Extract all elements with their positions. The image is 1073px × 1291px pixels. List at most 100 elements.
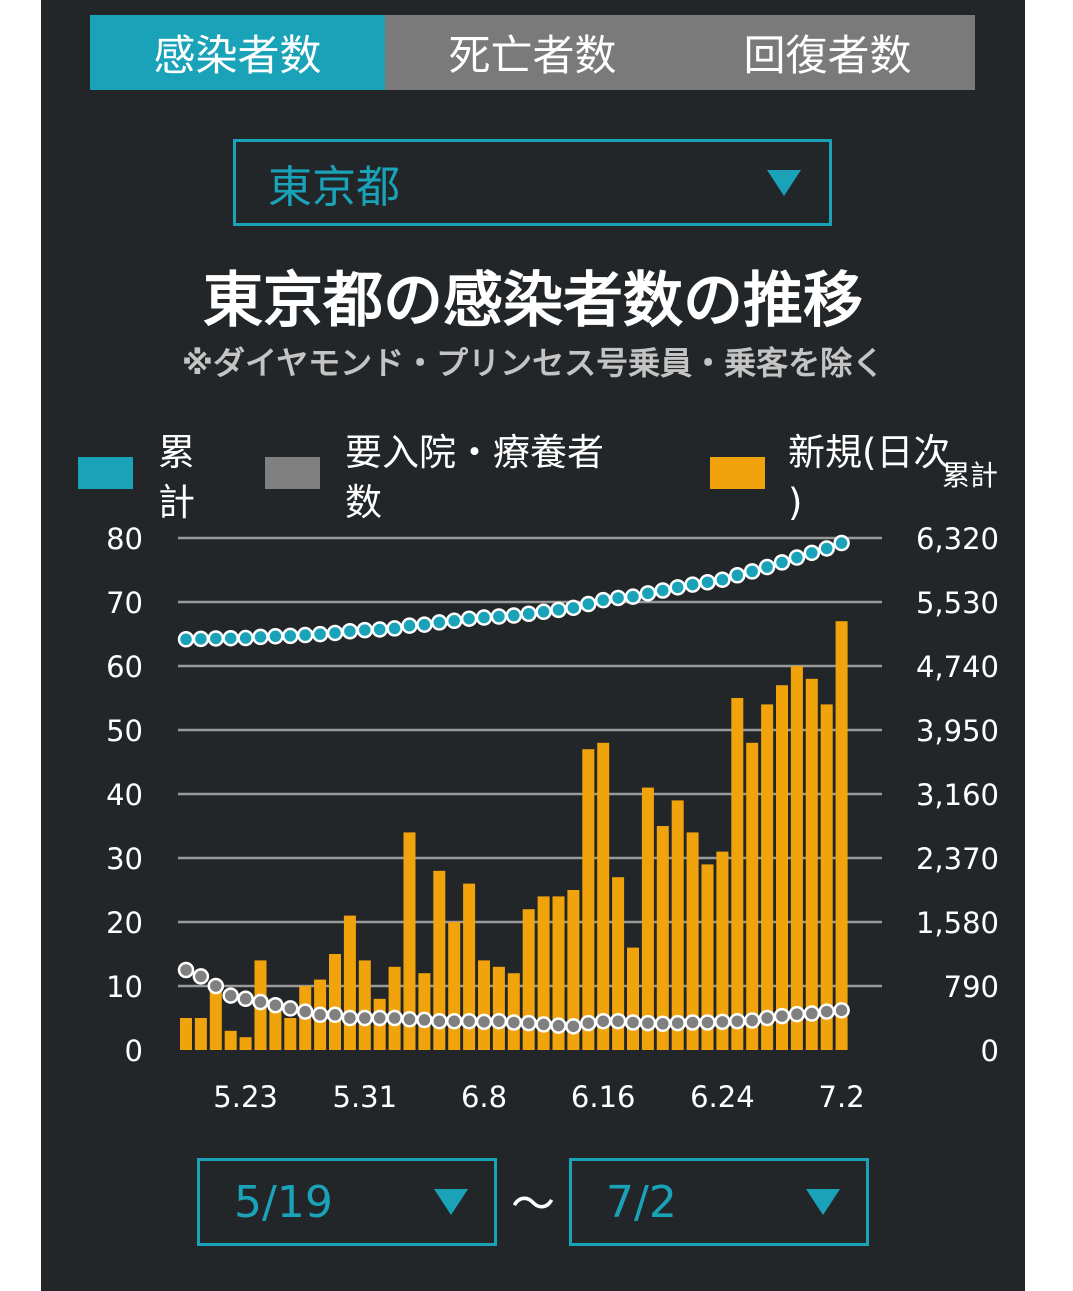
point-cumulative xyxy=(237,629,254,647)
date-from-select[interactable]: 5/19 xyxy=(197,1158,497,1246)
point-hospitalized xyxy=(296,1003,314,1020)
point-cumulative xyxy=(386,620,403,637)
point-hospitalized xyxy=(609,1012,627,1030)
x-tick-label: 6.8 xyxy=(461,1080,507,1114)
left-axis-ticks: 0 10 20 30 40 50 60 70 80 xyxy=(106,522,143,1068)
date-range-separator: 〜 xyxy=(511,1179,555,1230)
point-cumulative xyxy=(431,614,448,631)
point-cumulative xyxy=(520,605,537,622)
point-cumulative xyxy=(565,599,582,617)
bar-new-daily xyxy=(418,973,431,1050)
point-hospitalized xyxy=(356,1009,374,1027)
point-hospitalized xyxy=(505,1014,523,1031)
point-cumulative xyxy=(833,534,850,552)
tab-deaths[interactable]: 死亡者数 xyxy=(448,31,617,80)
bar-new-daily xyxy=(746,742,759,1050)
point-hospitalized xyxy=(535,1016,552,1033)
point-hospitalized xyxy=(445,1012,463,1030)
bar-new-daily xyxy=(716,851,729,1050)
point-hospitalized xyxy=(490,1012,508,1030)
bar-new-daily xyxy=(627,947,639,1050)
bar-new-daily xyxy=(582,749,595,1050)
right-tick-label: 790 xyxy=(944,970,999,1004)
bar-new-daily xyxy=(552,896,565,1050)
right-tick-label: 0 xyxy=(981,1034,999,1068)
point-hospitalized xyxy=(311,1006,329,1024)
point-cumulative xyxy=(729,567,746,584)
tab-recoveries[interactable]: 回復者数 xyxy=(743,31,912,80)
point-cumulative xyxy=(535,603,552,621)
point-cumulative xyxy=(654,582,672,599)
point-hospitalized xyxy=(833,1002,850,1019)
point-hospitalized xyxy=(684,1014,701,1031)
point-cumulative xyxy=(282,627,299,645)
point-cumulative xyxy=(267,628,284,645)
point-hospitalized xyxy=(773,1007,791,1025)
bar-new-daily xyxy=(403,832,416,1050)
bar-new-daily xyxy=(567,890,580,1050)
point-hospitalized xyxy=(520,1014,537,1032)
bar-new-daily xyxy=(448,922,461,1050)
point-hospitalized xyxy=(565,1018,582,1035)
left-tick-label: 20 xyxy=(106,906,143,940)
point-cumulative xyxy=(758,558,776,576)
bar-new-daily xyxy=(790,666,803,1050)
metric-tabs: 感染者数 死亡者数 回復者数 xyxy=(90,15,975,90)
point-hospitalized xyxy=(669,1014,686,1032)
point-hospitalized xyxy=(699,1014,716,1031)
date-to-select[interactable]: 7/2 xyxy=(569,1158,869,1246)
point-cumulative xyxy=(669,579,686,596)
point-hospitalized xyxy=(714,1013,731,1031)
point-cumulative xyxy=(743,563,761,580)
legend-label-hospitalized-line1: 要入院・療養者 xyxy=(345,431,604,474)
right-axis-label: 累計 xyxy=(942,459,998,492)
bar-new-daily xyxy=(776,685,788,1050)
bar-new-daily xyxy=(522,909,535,1050)
point-hospitalized xyxy=(475,1013,493,1031)
point-hospitalized xyxy=(177,961,195,979)
legend: 累 計 要入院・療養者 数 新規(日次 ) xyxy=(78,431,950,524)
point-cumulative xyxy=(445,612,463,630)
point-cumulative xyxy=(460,610,478,627)
bar-new-daily xyxy=(224,1030,237,1050)
bar-new-daily xyxy=(820,704,833,1050)
point-hospitalized xyxy=(267,996,284,1014)
point-hospitalized xyxy=(758,1009,776,1027)
bar-new-daily xyxy=(507,973,520,1050)
tab-infections[interactable]: 感染者数 xyxy=(90,15,385,90)
prefecture-select[interactable]: 東京都 xyxy=(233,139,832,226)
point-hospitalized xyxy=(222,987,239,1004)
right-tick-label: 4,740 xyxy=(916,650,999,684)
date-to-value: 7/2 xyxy=(606,1176,677,1228)
bar-new-daily xyxy=(537,896,550,1050)
point-cumulative xyxy=(818,540,835,557)
legend-label-cumulative-line2: 計 xyxy=(158,481,195,524)
x-tick-label: 5.31 xyxy=(333,1080,398,1114)
bar-new-daily xyxy=(343,915,356,1050)
point-cumulative xyxy=(356,621,374,639)
bar-new-daily xyxy=(492,966,505,1050)
point-hospitalized xyxy=(282,1000,299,1017)
point-hospitalized xyxy=(431,1012,448,1030)
left-tick-label: 80 xyxy=(106,522,143,556)
right-tick-label: 2,370 xyxy=(916,842,999,876)
point-hospitalized xyxy=(729,1012,746,1030)
date-from-value: 5/19 xyxy=(234,1176,333,1228)
point-cumulative xyxy=(207,630,225,647)
point-cumulative xyxy=(371,621,388,638)
series-cumulative xyxy=(177,534,850,648)
point-hospitalized xyxy=(386,1009,403,1027)
point-cumulative xyxy=(773,554,791,571)
legend-item-cumulative: 累 計 xyxy=(78,431,195,524)
point-cumulative xyxy=(311,625,329,643)
point-hospitalized xyxy=(252,993,269,1011)
left-tick-label: 60 xyxy=(106,650,143,684)
right-tick-label: 3,160 xyxy=(916,778,999,812)
point-cumulative xyxy=(326,624,344,642)
bar-new-daily xyxy=(239,1037,252,1050)
bar-new-daily xyxy=(701,864,714,1050)
dropdown-caret-icon xyxy=(767,169,801,196)
bar-new-daily xyxy=(686,832,699,1050)
right-tick-label: 1,580 xyxy=(916,906,999,940)
